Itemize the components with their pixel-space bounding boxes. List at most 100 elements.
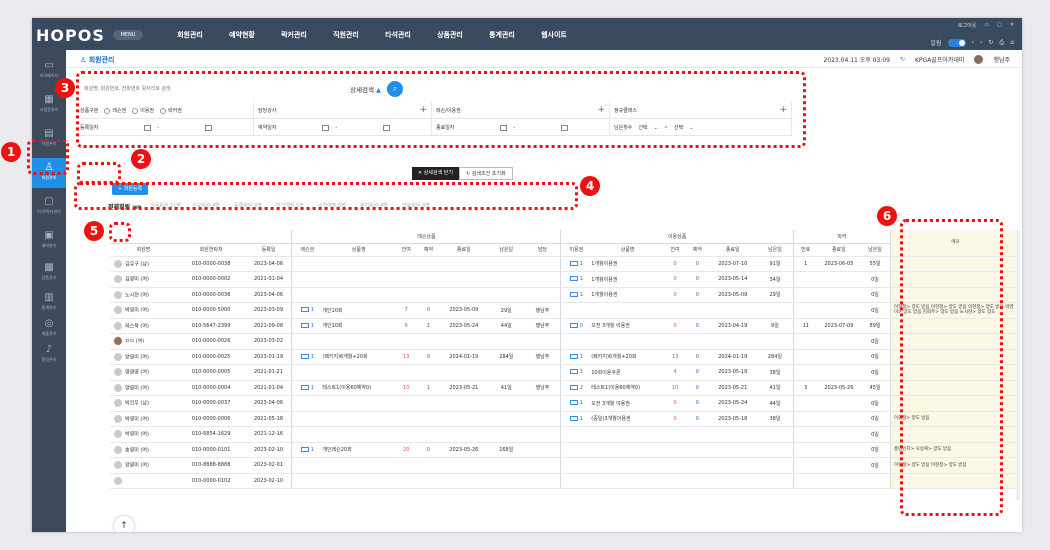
filter-reg-date[interactable]: 등록일자 - — [76, 119, 254, 136]
table-scrollbar[interactable] — [1016, 230, 1020, 500]
member-name[interactable]: 김영미 (여) — [125, 276, 149, 283]
member-name[interactable]: 양영미 (여) — [125, 385, 149, 392]
scroll-top-button[interactable]: ↑ — [114, 516, 134, 532]
member-name[interactable]: 김유구 (남) — [125, 261, 149, 268]
member-name[interactable]: 송영미 (여) — [125, 447, 149, 454]
table-row[interactable]: 양영미 (여) 010-8888-8888 2023-02-01 0일 이현정> 양도 … — [110, 457, 1017, 474]
col-header[interactable]: 예약 — [417, 243, 440, 257]
nav-item-stats[interactable]: 통계관리 — [489, 31, 515, 39]
table-row[interactable]: 영영영 (여) 010-0000-0005 2021-01-21 1 10회이용쿠폰 4 0… — [110, 364, 1017, 381]
member-name[interactable]: 박영미 (여) — [125, 307, 149, 314]
sidebar-item-business[interactable]: ▦ 사업장관리 — [32, 90, 66, 120]
sidebar-item-reservations[interactable]: ▣ 예약관리 — [32, 226, 66, 256]
table-row[interactable]: 송영미 (여) 010-0000-0101 2023-02-10 1 개인레슨20회 20… — [110, 442, 1017, 458]
filter-class[interactable]: 정규클래스 + — [610, 102, 792, 119]
col-header[interactable]: 레슨권 — [291, 243, 323, 257]
member-name[interactable]: 레스북 (여) — [125, 323, 149, 330]
radio-lesson[interactable]: 레슨권 — [104, 107, 126, 114]
col-header[interactable]: 회원연락처 — [176, 243, 246, 257]
nav-item-staff[interactable]: 직원관리 — [333, 31, 359, 39]
tab-expired[interactable]: 만료회원 8명 — [402, 203, 430, 209]
col-header[interactable]: 상품명 — [322, 243, 396, 257]
sidebar-item-products[interactable]: ▩ 상품관리 — [32, 258, 66, 288]
sidebar-item-sales[interactable]: ◎ 매출관리 — [32, 314, 66, 344]
select-min[interactable]: 선택 — [638, 125, 648, 131]
close-advanced-button[interactable]: ✕ 상세검색 닫기 — [412, 167, 459, 180]
table-row[interactable]: 양영미 (여) 010-0000-0004 2021-01-04 1 테스트1(이용60… — [110, 380, 1017, 396]
filter-reserve-date[interactable]: 예약일자 - — [254, 119, 432, 136]
tab-expiring[interactable]: 만기예정 5명 — [276, 203, 304, 209]
member-name[interactable]: 박영미 (여) — [125, 431, 149, 438]
col-header[interactable]: 종료일 — [817, 243, 861, 257]
col-header[interactable]: 남은일 — [860, 243, 891, 257]
nav-item-bays[interactable]: 타석관리 — [385, 31, 411, 39]
filter-expire-date[interactable]: 종료일자 - — [432, 119, 610, 136]
filter-remain[interactable]: 남은횟수 선택 ⌄ ~ 선택 ⌄ — [610, 119, 792, 136]
filter-instructor[interactable]: 담당강사 + — [254, 102, 432, 119]
table-row[interactable]: 박건우 (남) 010-0000-0037 2023-04-06 1 오전 3개월 이용… — [110, 395, 1017, 412]
tab-new[interactable]: 신규회원 4명 — [192, 203, 220, 209]
col-header[interactable]: 남은일 — [488, 243, 525, 257]
table-row[interactable]: 010-0000-0102 2023-02-10 — [110, 473, 1017, 489]
nav-item-website[interactable]: 웹사이트 — [541, 31, 567, 39]
nav-item-lockers[interactable]: 락커관리 — [281, 31, 307, 39]
select-max[interactable]: 선택 — [674, 125, 684, 131]
nav-item-products[interactable]: 상품관리 — [437, 31, 463, 39]
avatar[interactable] — [974, 55, 984, 64]
member-name[interactable]: 영영영 (여) — [125, 369, 149, 376]
print-icon[interactable]: ⎙ — [999, 38, 1005, 46]
chevron-left-icon[interactable]: ‹ — [971, 39, 974, 46]
col-header[interactable]: 이용권 — [560, 243, 592, 257]
table-row[interactable]: 박영미 (여) 010-0000-0006 2021-05-18 1 (중일)3개월이용… — [110, 411, 1017, 427]
member-name[interactable]: 박영미 (여) — [125, 416, 149, 423]
add-member-button[interactable]: + 회원등록 — [112, 183, 148, 195]
tab-suspended[interactable]: 휴지회원 4명 — [360, 203, 388, 209]
sidebar-item-mypage[interactable]: ▭ 마이페이지 — [32, 56, 66, 86]
col-header[interactable]: 담당 — [524, 243, 562, 257]
nav-item-members[interactable]: 회원관리 — [177, 31, 203, 39]
member-name[interactable]: ㅁㅁ (여) — [125, 338, 145, 345]
table-row[interactable]: 김영미 (여) 010-0000-0002 2021-01-04 1 1개월이용권 0 0 2… — [110, 271, 1017, 288]
reset-filters-button[interactable]: ↻ 검색조건 초기화 — [458, 167, 513, 180]
nav-item-reservations[interactable]: 예약현황 — [229, 31, 255, 39]
member-name[interactable]: 박건우 (남) — [125, 400, 149, 407]
minimize-icon[interactable]: ▭ — [984, 22, 990, 28]
notify-toggle[interactable] — [947, 38, 966, 47]
radio-locker[interactable]: 락커권 — [160, 107, 182, 114]
table-row[interactable]: 레스북 (여) 010-5647-2399 2021-09-08 1 개인10회 6 1 20… — [110, 318, 1017, 334]
col-header[interactable]: 종료일 — [439, 243, 489, 257]
close-icon[interactable]: ✕ — [1009, 22, 1014, 28]
home-icon[interactable]: ⌂ — [1010, 39, 1014, 46]
table-row[interactable]: 박영미 (여) 010-6854-1629 2021-12-16 0일 — [110, 426, 1017, 443]
col-header[interactable]: 잔여 — [395, 243, 418, 257]
user-name[interactable]: 행남주 — [993, 57, 1010, 64]
col-header[interactable]: 등록일 — [245, 243, 293, 257]
logout-link[interactable]: 로그아웃 — [957, 23, 977, 29]
col-header[interactable]: 예약 — [686, 243, 709, 257]
table-row[interactable]: 김유구 (남) 010-0000-0038 2023-04-06 1 1개월이용권 0 0 2… — [110, 256, 1017, 272]
sidebar-item-staff[interactable]: ▤ 직원관리 — [32, 124, 66, 154]
sidebar-item-lockers[interactable]: ▢ 타석/락커관리 — [32, 192, 66, 222]
table-row[interactable]: ㅁㅁ (여) 010-0000-0026 2023-03-02 0일 — [110, 333, 1017, 350]
refresh-icon[interactable]: ↻ — [988, 39, 994, 46]
table-row[interactable]: 양영미 (여) 010-0000-0025 2023-01-19 1 (패키지)6개월+… — [110, 349, 1017, 365]
maximize-icon[interactable]: □ — [997, 22, 1002, 28]
filter-lesson[interactable]: 레슨/이용권 + — [432, 102, 610, 119]
chevron-right-icon[interactable]: › — [979, 39, 983, 46]
col-header[interactable]: 번호 — [793, 243, 818, 257]
col-header[interactable]: 남은일 — [757, 243, 794, 257]
tab-active[interactable]: 이용회원 21명 — [150, 203, 181, 209]
refresh-icon[interactable]: ↻ — [899, 56, 905, 63]
search-input[interactable] — [84, 82, 324, 95]
search-button[interactable]: ⌕ — [387, 81, 403, 97]
col-header[interactable]: 회원명 — [110, 243, 177, 257]
menu-button[interactable]: MENU — [113, 30, 143, 40]
table-row[interactable]: 박영미 (여) 010-0000-5000 2023-03-09 1 개인10회 7 0 20… — [110, 302, 1017, 319]
advanced-search-toggle[interactable]: 상세검색 ▲ — [350, 86, 381, 94]
member-name[interactable]: 양영미 (여) — [125, 462, 149, 469]
academy-name[interactable]: KPGA골프아카데미 — [915, 57, 965, 64]
col-header[interactable]: 종료일 — [708, 243, 757, 257]
sidebar-item-alerts[interactable]: ♪ 알림관리 — [32, 340, 66, 370]
sidebar-item-stats[interactable]: ▥ 통계관리 — [32, 288, 66, 318]
col-header[interactable]: 상품명 — [591, 243, 665, 257]
